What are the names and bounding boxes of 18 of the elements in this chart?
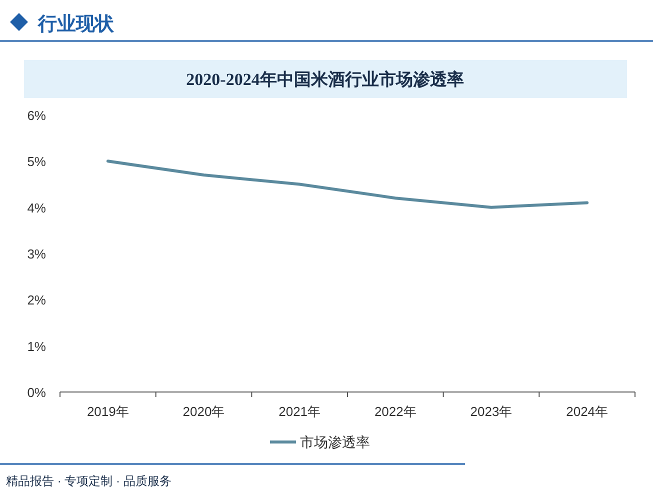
line-series xyxy=(106,160,589,209)
y-tick-label: 6% xyxy=(27,108,46,123)
y-tick-label: 5% xyxy=(27,154,46,170)
y-tick-label: 0% xyxy=(27,385,46,400)
x-tick-label: 2022年 xyxy=(374,404,416,419)
x-tick-label: 2020年 xyxy=(182,404,225,419)
x-tick-label: 2021年 xyxy=(278,404,321,419)
x-tick-label: 2019年 xyxy=(86,404,129,419)
x-tick-label: 2023年 xyxy=(470,404,512,419)
legend-label: 市场渗透率 xyxy=(300,434,370,450)
y-tick-label: 1% xyxy=(27,338,46,354)
y-tick-label: 4% xyxy=(27,200,46,216)
x-tick-label: 2024年 xyxy=(566,404,608,419)
chart-title: 2020-2024年中国米酒行业市场渗透率 xyxy=(186,70,464,89)
text: 精品报告 · 专项定制 · 品质服务 xyxy=(6,474,172,488)
y-tick-label: 2% xyxy=(27,292,46,308)
text: 行业现状 xyxy=(37,13,115,35)
y-tick-label: 3% xyxy=(27,246,46,262)
